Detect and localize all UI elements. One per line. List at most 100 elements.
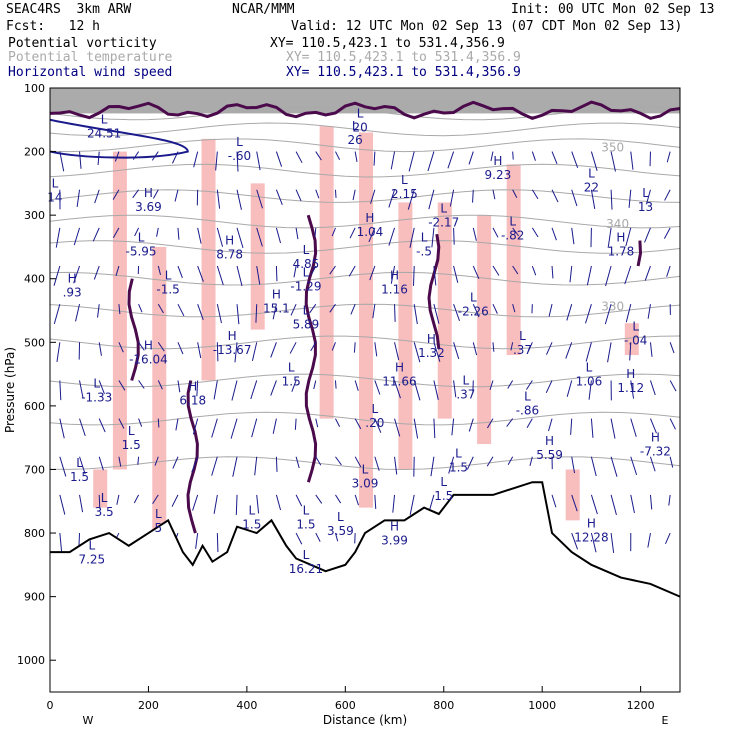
wind-vector-65: [177, 227, 180, 240]
wind-vector-98: [236, 227, 244, 249]
wind-vector-253: [526, 380, 533, 390]
extremum-value: 8.78: [216, 247, 243, 261]
wind-vector-193: [409, 227, 415, 248]
extremum-8: L22: [584, 167, 599, 195]
extremum-kind: L: [632, 319, 639, 333]
wind-vector-99: [236, 265, 243, 287]
wind-vector-218: [451, 418, 455, 436]
wind-vector-68: [177, 342, 184, 355]
extremum-kind: L: [440, 202, 447, 216]
extremum-value: 1.5: [296, 518, 315, 532]
y-axis-label: Pressure (hPa): [3, 347, 17, 433]
wind-vector-121: [270, 342, 277, 358]
wind-vector-31: [98, 494, 101, 509]
extremum-25: L-.04: [624, 319, 647, 347]
wind-vector-111: [251, 342, 258, 361]
wind-vector-151: [331, 227, 336, 237]
wind-vector-112: [250, 380, 258, 400]
wind-vector-238: [512, 151, 514, 160]
wind-vector-252: [527, 342, 533, 352]
wind-vector-302: [624, 265, 632, 285]
extremum-value: 9.23: [485, 168, 512, 182]
wind-vector-9: [59, 494, 66, 515]
extremum-31: L1.06: [576, 361, 603, 389]
extremum-value: -1.33: [81, 391, 112, 405]
extremum-value: 1.5: [70, 470, 89, 484]
wind-vector-224: [472, 303, 480, 318]
wind-vector-30: [98, 456, 104, 471]
extremum-36: H6.18: [179, 380, 206, 408]
theta-contour-6: [49, 240, 681, 254]
pink-shading-3: [201, 138, 216, 381]
wind-vector-247: [531, 151, 536, 161]
wind-vector-300: [628, 189, 632, 208]
wind-vector-129: [295, 227, 299, 240]
legend-pv-name: Potential vorticity: [8, 36, 157, 51]
extremum-value: 1.06: [576, 375, 603, 389]
wind-vector-271: [565, 342, 573, 359]
wind-vector-281: [585, 304, 592, 324]
wind-vector-8: [59, 456, 67, 477]
extremum-7: L2.15: [391, 173, 418, 201]
extremum-37: L-.86: [516, 389, 539, 417]
wind-vector-288: [610, 151, 616, 172]
extremum-kind: H: [390, 520, 399, 534]
wind-vector-52: [133, 494, 140, 504]
extremum-35: L-1.33: [81, 377, 112, 405]
extremum-value: 15.1: [263, 302, 290, 316]
wind-vector-276: [571, 532, 579, 550]
extremum-23: L-2.26: [458, 291, 489, 319]
wind-vector-34: [112, 227, 120, 238]
wind-vector-299: [630, 151, 634, 170]
extremum-value: -1.29: [290, 279, 321, 293]
wind-vector-115: [256, 494, 260, 514]
wind-vector-256: [551, 151, 558, 165]
extremum-43: L1.5: [449, 446, 468, 474]
wind-vector-188: [394, 418, 401, 437]
wind-vector-123: [272, 418, 277, 434]
wind-vector-116: [275, 151, 283, 167]
wind-vector-161: [352, 189, 356, 201]
extremum-value: 6.18: [179, 394, 206, 408]
wind-vector-77: [197, 265, 204, 282]
wind-vector-153: [329, 303, 336, 313]
wind-vector-316: [649, 380, 656, 396]
wind-vector-183: [388, 227, 396, 246]
y-tick-label: 700: [24, 463, 45, 476]
extremum-value: -2.26: [458, 305, 489, 319]
extremum-value: 24.51: [87, 127, 121, 141]
wind-vector-35: [115, 265, 120, 277]
wind-vector-233: [492, 303, 498, 314]
wind-vector-293: [607, 342, 612, 363]
extremum-value: -1.5: [156, 282, 179, 296]
wind-vector-274: [571, 456, 576, 474]
wind-vector-312: [644, 227, 651, 243]
x-tick-label: 1000: [528, 699, 556, 712]
extremum-value: -.04: [624, 333, 647, 347]
wind-vector-13: [73, 227, 81, 246]
theta-contour-9: [49, 335, 681, 350]
wind-vector-301: [625, 227, 632, 247]
wind-vector-25: [93, 265, 100, 280]
extremum-kind: L: [303, 548, 310, 562]
wind-vector-201: [427, 151, 435, 172]
wind-vector-171: [373, 151, 376, 166]
wind-vector-127: [295, 151, 303, 164]
wind-vector-166: [354, 380, 359, 391]
wind-vector-270: [566, 304, 573, 321]
terrain: [50, 481, 681, 692]
theta-contour-11: [49, 411, 681, 426]
extremum-kind: H: [616, 230, 625, 244]
extremum-value: 1.5: [242, 518, 261, 532]
extremum-kind: L: [128, 424, 135, 438]
wind-vector-140: [314, 227, 317, 237]
extremum-20: H.93: [63, 272, 82, 300]
wind-vector-53: [151, 151, 159, 161]
wind-vector-83: [192, 494, 199, 511]
extremum-value: -5.95: [126, 244, 157, 258]
extremum-value: -13.67: [213, 343, 252, 357]
extremum-53: L7.25: [78, 539, 105, 567]
wind-vector-242: [512, 304, 516, 313]
